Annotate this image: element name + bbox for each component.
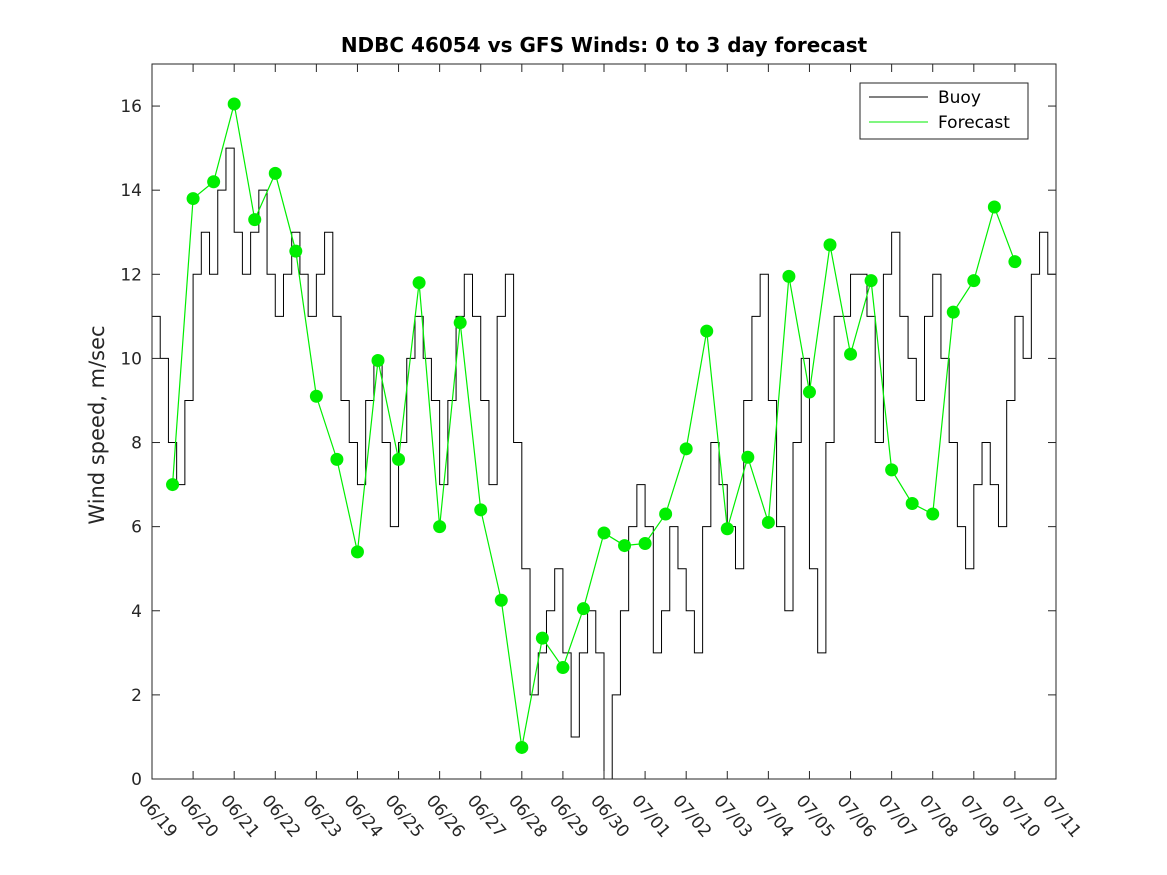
x-tick-label: 07/03	[709, 791, 756, 841]
forecast-point	[720, 522, 734, 536]
y-tick-label: 8	[131, 434, 142, 454]
x-tick-label: 06/19	[134, 791, 181, 841]
forecast-point	[433, 520, 447, 534]
x-tick-label: 06/29	[545, 791, 592, 841]
forecast-point	[823, 238, 837, 252]
x-tick-label: 06/25	[381, 791, 428, 841]
buoy-series-line	[152, 147, 1056, 779]
forecast-point	[535, 631, 549, 645]
x-tick-label: 06/23	[299, 791, 346, 841]
x-tick-label: 06/21	[216, 791, 263, 841]
x-tick-label: 07/01	[627, 791, 674, 841]
forecast-point	[227, 97, 241, 111]
forecast-point	[659, 507, 673, 521]
x-tick-label: 07/09	[956, 791, 1003, 841]
forecast-point	[392, 452, 406, 466]
x-tick-label: 07/05	[792, 791, 839, 841]
forecast-point	[166, 478, 180, 492]
forecast-point	[494, 593, 508, 607]
plot-area: 024681012141606/1906/2006/2106/2206/2306…	[120, 63, 1085, 842]
forecast-point	[885, 463, 899, 477]
forecast-point	[412, 276, 426, 290]
forecast-point	[782, 269, 796, 283]
x-tick-label: 06/27	[463, 791, 510, 841]
forecast-point	[289, 244, 303, 258]
forecast-point	[576, 602, 590, 616]
x-tick-label: 06/30	[586, 791, 633, 841]
x-tick-label: 07/02	[668, 791, 715, 841]
y-tick-label: 14	[120, 181, 142, 201]
forecast-point	[350, 545, 364, 559]
forecast-point	[844, 347, 858, 361]
forecast-point	[741, 450, 755, 464]
y-axis-label: Wind speed, m/sec	[85, 325, 109, 524]
forecast-point	[987, 200, 1001, 214]
forecast-point	[248, 213, 262, 227]
forecast-point	[1008, 255, 1022, 269]
y-tick-label: 0	[131, 770, 142, 790]
forecast-point	[515, 740, 529, 754]
forecast-point	[371, 354, 385, 368]
forecast-point	[453, 316, 467, 330]
x-tick-label: 07/04	[751, 791, 798, 841]
x-tick-label: 07/08	[915, 791, 962, 841]
forecast-point	[905, 497, 919, 511]
x-tick-label: 07/06	[833, 791, 880, 841]
y-tick-label: 2	[131, 686, 142, 706]
y-tick-label: 12	[120, 265, 142, 285]
y-tick-label: 6	[131, 518, 142, 538]
forecast-point	[946, 305, 960, 319]
legend-box	[859, 82, 1029, 140]
forecast-point	[638, 536, 652, 550]
legend: Buoy Forecast	[859, 82, 1029, 140]
x-tick-label: 07/11	[1038, 791, 1085, 841]
forecast-point	[309, 389, 323, 403]
x-tick-label: 06/20	[175, 791, 222, 841]
forecast-point	[556, 661, 570, 675]
legend-buoy-label: Buoy	[938, 88, 981, 108]
x-tick-label: 07/10	[997, 791, 1044, 841]
forecast-series-line	[171, 103, 1016, 748]
forecast-point	[967, 274, 981, 288]
y-tick-label: 4	[131, 602, 142, 622]
y-tick-label: 16	[120, 97, 142, 117]
forecast-point	[597, 526, 611, 540]
forecast-point	[864, 274, 878, 288]
x-tick-label: 06/24	[340, 791, 387, 841]
x-tick-label: 06/22	[257, 791, 304, 841]
forecast-point	[186, 192, 200, 206]
forecast-point	[700, 324, 714, 338]
forecast-point	[679, 442, 693, 456]
forecast-point	[618, 539, 632, 553]
forecast-point	[926, 507, 940, 521]
x-tick-label: 06/26	[422, 791, 469, 841]
y-tick-label: 10	[120, 349, 142, 369]
x-tick-label: 06/28	[504, 791, 551, 841]
forecast-point	[802, 385, 816, 399]
forecast-point	[207, 175, 221, 189]
forecast-point	[761, 515, 775, 529]
chart-title: NDBC 46054 vs GFS Winds: 0 to 3 day fore…	[341, 33, 868, 57]
forecast-point	[268, 166, 282, 180]
forecast-point	[330, 452, 344, 466]
forecast-point	[474, 503, 488, 517]
x-tick-label: 07/07	[874, 791, 921, 841]
legend-forecast-label: Forecast	[938, 113, 1010, 133]
